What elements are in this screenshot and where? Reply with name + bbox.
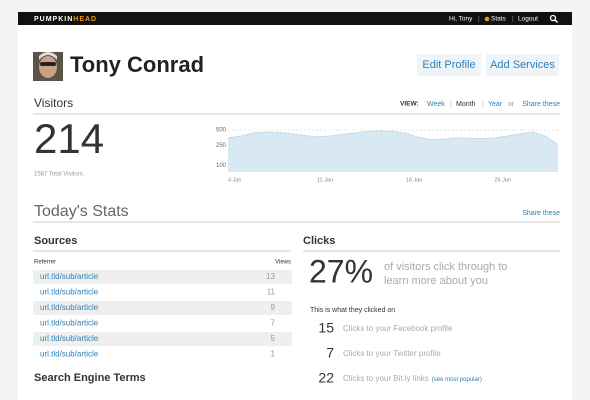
avatar-glasses <box>40 62 56 66</box>
brand-main[interactable]: PUMPKIN <box>34 16 73 23</box>
referrer-link[interactable]: url.tld/sub/article <box>40 303 99 312</box>
x-tick-label: 11 Jan <box>317 177 333 183</box>
views-count: 7 <box>271 319 276 328</box>
referrer-link[interactable]: url.tld/sub/article <box>40 319 99 328</box>
top-bar <box>18 12 572 25</box>
clicks-intro: This is what they clicked on <box>310 307 395 314</box>
area-line <box>227 130 559 146</box>
separator: | <box>512 16 514 23</box>
avatar <box>33 52 63 81</box>
view-year[interactable]: Year <box>488 101 503 108</box>
row-bg <box>33 301 292 315</box>
click-count: 7 <box>326 345 334 361</box>
separator: | <box>478 16 480 23</box>
click-text: Clicks to your Facebook profile <box>343 324 453 333</box>
click-text: Clicks to your Twitter profile <box>343 349 441 358</box>
search-title: Search Engine Terms <box>34 372 146 384</box>
sources-header-referrer: Referrer <box>34 260 56 266</box>
click-label: Clicks to your Bit.ly links <box>343 374 429 383</box>
greeting: Hi, Tony <box>449 16 473 23</box>
row-bg <box>33 332 292 346</box>
referrer-link[interactable]: url.tld/sub/article <box>40 288 99 297</box>
separator: | <box>450 101 452 108</box>
sources-rows: url.tld/sub/article 13 url.tld/sub/article… <box>33 270 292 359</box>
search-icon-lens[interactable] <box>549 14 557 22</box>
stats-link[interactable]: Stats <box>491 16 507 23</box>
visitors-total-label: 1587 Total Visitors <box>34 172 83 178</box>
y-tick-label: 250 <box>216 143 227 149</box>
search-icon-handle[interactable] <box>554 19 559 24</box>
view-month[interactable]: Month <box>456 101 476 108</box>
x-tick-label: 4 Jan <box>228 177 241 183</box>
edit-profile-button[interactable]: Edit Profile <box>422 59 475 71</box>
y-tick-label: 500 <box>216 128 227 134</box>
x-tick-label: 18 Jan <box>406 177 423 183</box>
referrer-link[interactable]: url.tld/sub/article <box>40 350 99 359</box>
views-count: 9 <box>271 303 276 312</box>
visitors-total: 214 <box>34 115 104 162</box>
views-count: 11 <box>267 288 276 297</box>
click-label: Clicks to your Twitter profile <box>343 349 441 358</box>
today-title: Today's Stats <box>34 203 129 220</box>
separator: | <box>482 101 484 108</box>
brand-accent[interactable]: HEAD <box>73 16 97 23</box>
clicks-title: Clicks <box>303 235 335 247</box>
click-text: Clicks to your Bit.ly links (see most pop… <box>343 374 482 383</box>
brand[interactable]: PUMPKINHEAD <box>34 16 97 23</box>
profile-name: Tony Conrad <box>70 52 204 77</box>
logout-link[interactable]: Logout <box>518 16 538 23</box>
add-services-button[interactable]: Add Services <box>490 59 555 71</box>
clicks-percent: 27% <box>309 253 373 289</box>
click-count: 15 <box>318 320 334 336</box>
visitors-chart: 500 250 100 4 Jan 11 Jan 18 Jan 25 Jan <box>216 128 559 183</box>
referrer-link[interactable]: url.tld/sub/article <box>40 334 99 343</box>
sources-header-views: Views <box>275 260 291 266</box>
click-count: 22 <box>318 370 334 386</box>
button-bg[interactable] <box>486 54 559 76</box>
y-tick-label: 100 <box>216 163 227 169</box>
views-count: 13 <box>266 272 275 281</box>
clicks-percent-text: learn more about you <box>384 275 488 287</box>
referrer-link[interactable]: url.tld/sub/article <box>40 272 99 281</box>
visitors-share[interactable]: Share these <box>522 101 560 108</box>
x-tick-label: 25 Jan <box>495 177 512 183</box>
view-or: or <box>508 101 515 108</box>
view-week[interactable]: Week <box>427 101 445 108</box>
view-label: VIEW: <box>400 101 419 108</box>
visitors-title: Visitors <box>34 96 73 110</box>
click-label: Clicks to your Facebook profile <box>343 324 453 333</box>
area <box>228 131 558 172</box>
click-extra-link[interactable]: (see most popular) <box>432 377 482 383</box>
clicks-percent-text: of visitors click through to <box>384 261 508 273</box>
stats-icon <box>484 16 490 22</box>
click-items: 15 Clicks to your Facebook profile 7 Clicks… <box>318 320 481 386</box>
search-icon[interactable] <box>549 14 559 24</box>
button-bg[interactable] <box>417 54 481 76</box>
sources-title: Sources <box>34 235 77 247</box>
avatar-hair <box>39 52 57 60</box>
views-count: 1 <box>271 350 276 359</box>
avatar-face <box>39 56 57 78</box>
views-count: 5 <box>271 334 276 343</box>
row-bg <box>33 270 292 284</box>
today-share[interactable]: Share these <box>522 210 560 217</box>
